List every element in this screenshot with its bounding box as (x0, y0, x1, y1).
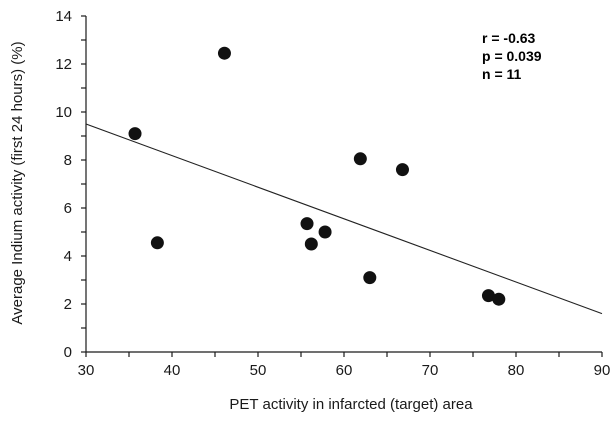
trendline-group (85, 123, 603, 315)
y-tick-label: 10 (55, 104, 72, 121)
regression-line (85, 123, 603, 315)
data-point (150, 236, 164, 250)
y-tick-label: 8 (64, 152, 72, 169)
x-tick-label: 30 (78, 362, 95, 379)
x-tick-label: 50 (250, 362, 267, 379)
data-point (318, 225, 332, 239)
x-tick-label: 80 (508, 362, 525, 379)
ticks: 30 40 50 60 70 80 90 0 2 4 6 8 10 12 14 (55, 8, 610, 379)
x-tick-label: 40 (164, 362, 181, 379)
data-point (492, 292, 506, 306)
data-point (353, 152, 367, 166)
stat-r: r = -0.63 (482, 30, 536, 46)
stat-p: p = 0.039 (482, 48, 542, 64)
y-tick-label: 2 (64, 296, 72, 313)
y-tick-label: 6 (64, 200, 72, 217)
x-axis-label: PET activity in infarcted (target) area (229, 396, 473, 413)
y-tick-label: 12 (55, 56, 72, 73)
data-point (395, 163, 409, 177)
data-point (300, 217, 314, 231)
axes (85, 16, 602, 353)
data-point (304, 237, 318, 251)
data-point (363, 271, 377, 285)
data-point (481, 289, 495, 303)
y-axis-label: Average Indium activity (first 24 hours)… (9, 41, 26, 324)
y-tick-label: 4 (64, 248, 72, 265)
data-point (128, 127, 142, 141)
x-tick-label: 70 (422, 362, 439, 379)
y-tick-label: 14 (55, 8, 72, 25)
y-tick-label: 0 (64, 344, 72, 361)
data-points (128, 46, 506, 306)
x-tick-label: 90 (594, 362, 611, 379)
stat-n: n = 11 (482, 66, 522, 82)
data-point (217, 46, 231, 60)
x-tick-label: 60 (336, 362, 353, 379)
